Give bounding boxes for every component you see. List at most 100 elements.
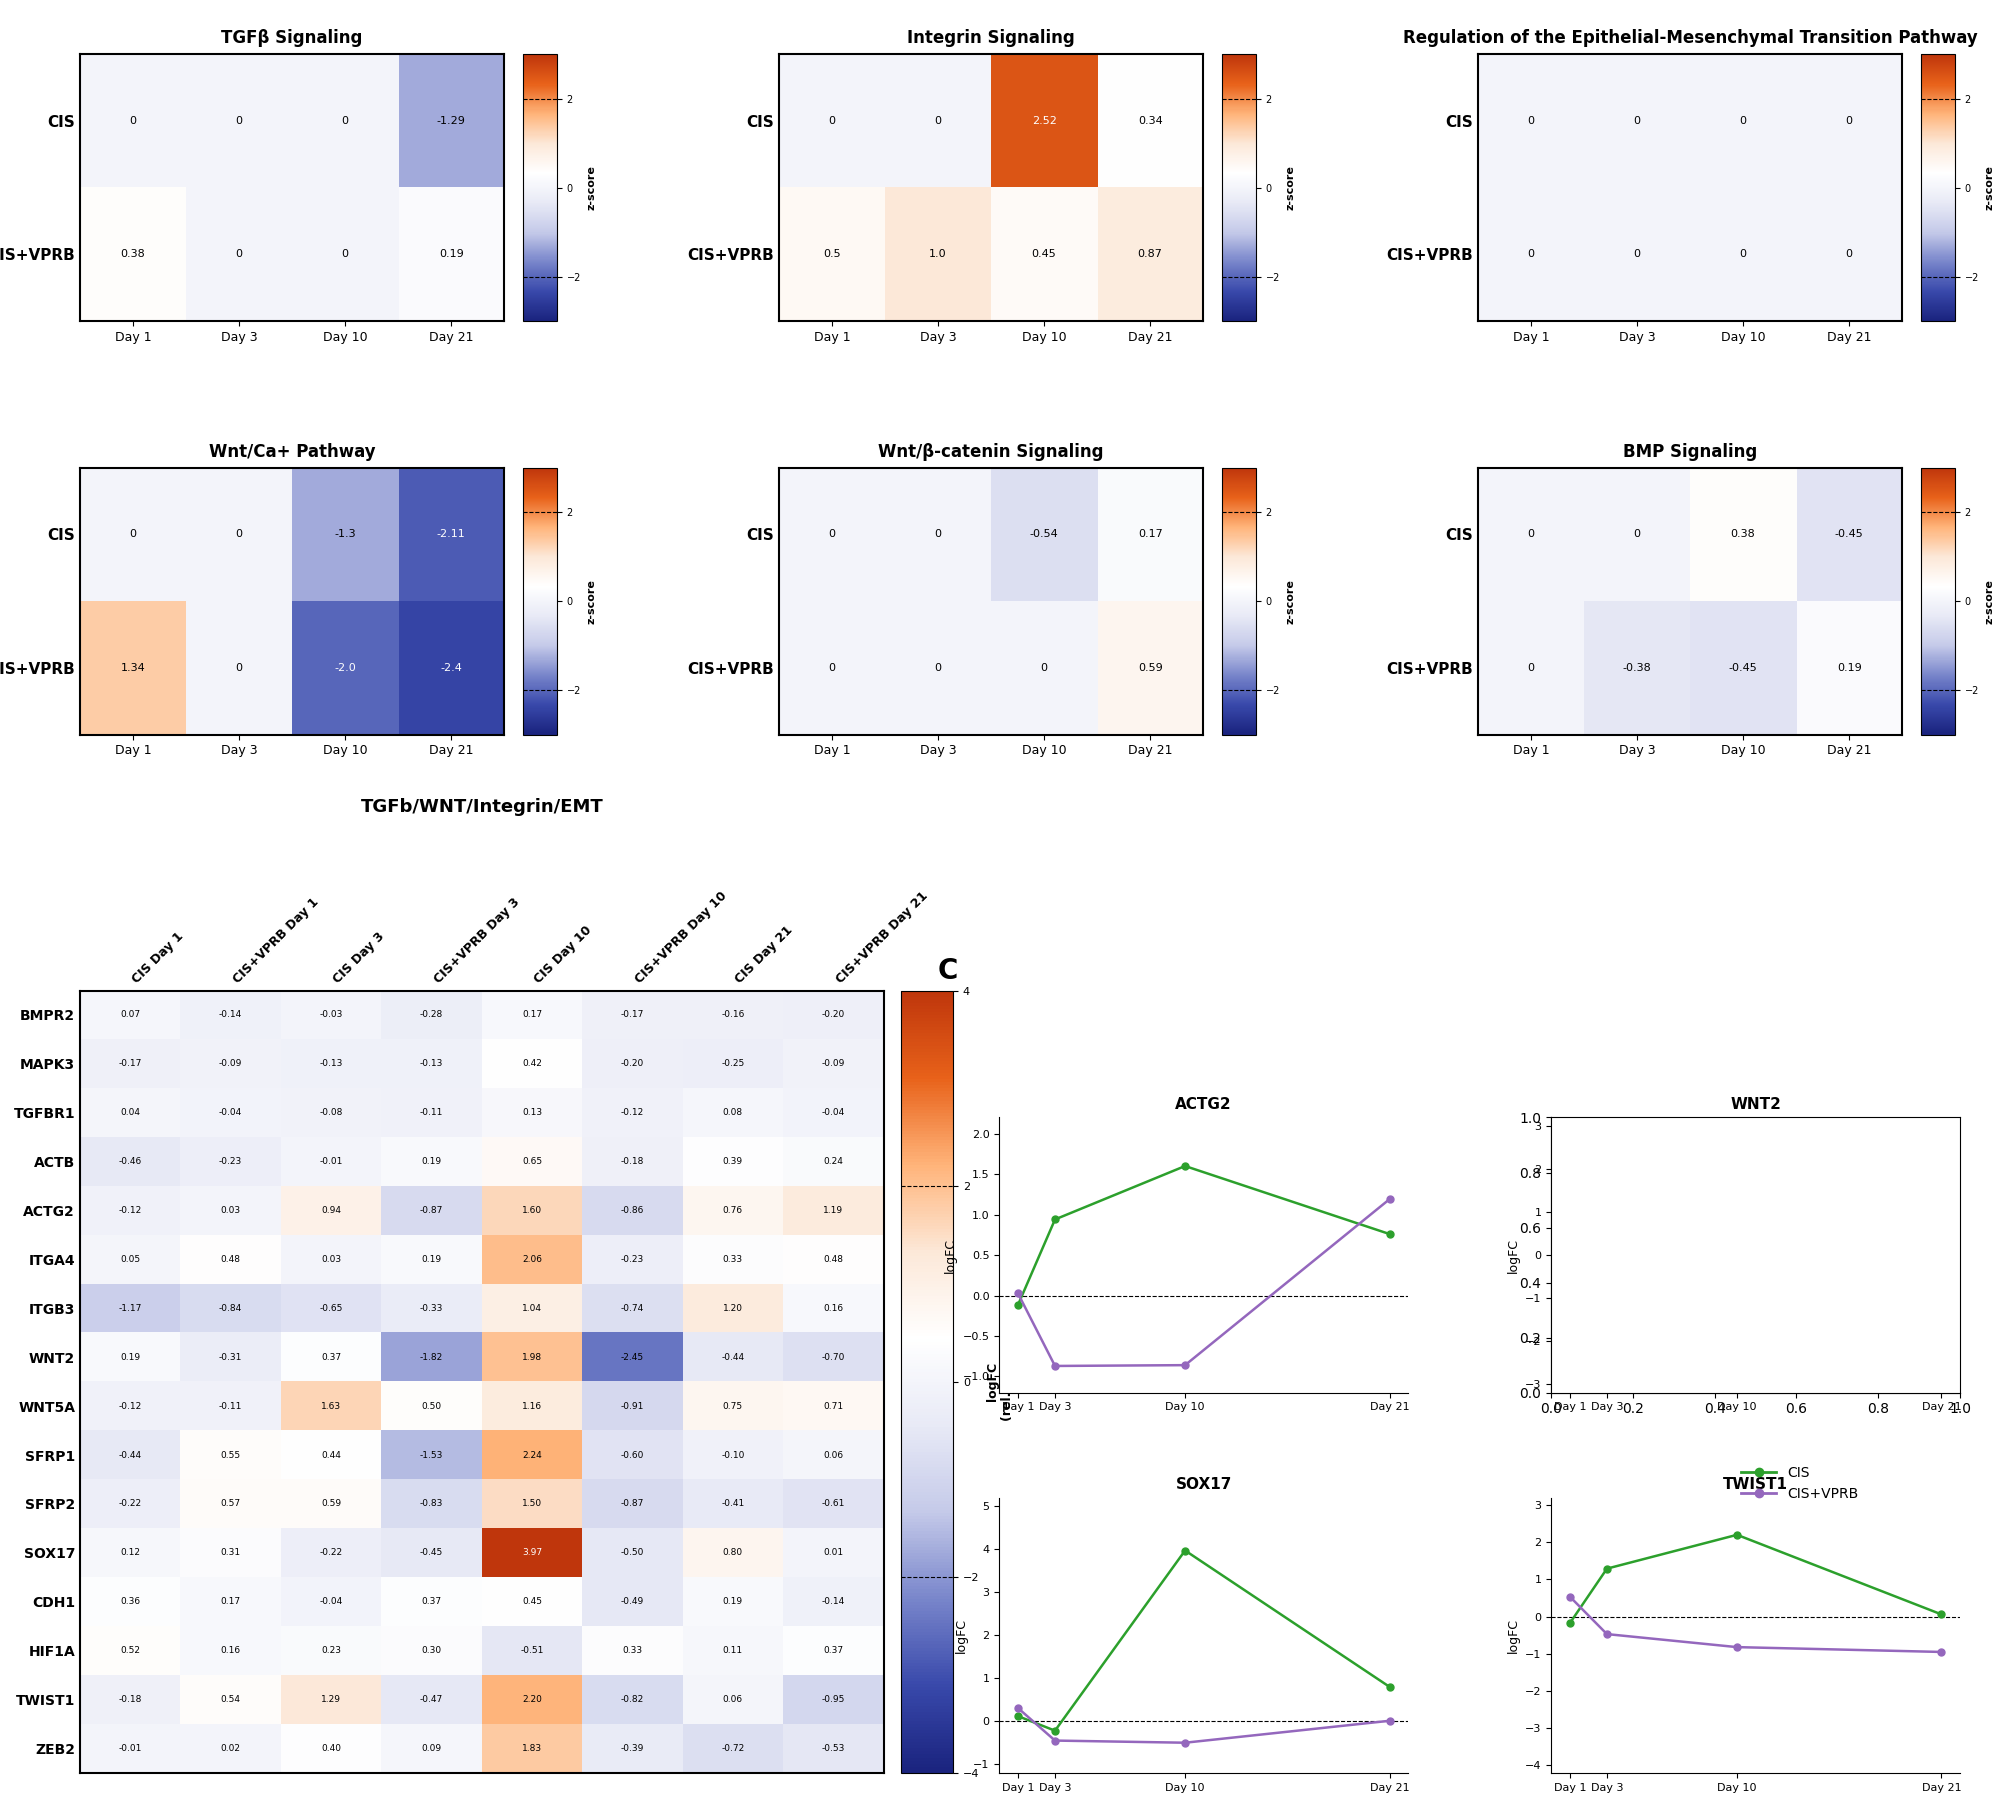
Text: -0.04: -0.04	[220, 1109, 242, 1118]
Text: 0: 0	[1846, 250, 1852, 259]
Text: 0.13: 0.13	[522, 1109, 542, 1118]
Text: -0.82: -0.82	[620, 1695, 644, 1704]
Text: -0.54: -0.54	[1030, 530, 1058, 539]
Text: -0.87: -0.87	[420, 1207, 444, 1216]
Text: 0.76: 0.76	[722, 1207, 742, 1216]
Text: 1.19: 1.19	[824, 1207, 844, 1216]
Text: 0.50: 0.50	[422, 1402, 442, 1411]
Text: -2.45: -2.45	[620, 1353, 644, 1362]
Text: 0.59: 0.59	[1138, 662, 1162, 673]
Text: -0.25: -0.25	[722, 1060, 744, 1069]
Y-axis label: z-score: z-score	[1984, 579, 1994, 624]
Text: 0.37: 0.37	[322, 1353, 342, 1362]
Text: 0.19: 0.19	[722, 1597, 742, 1606]
Text: 0: 0	[236, 662, 242, 673]
Text: 0: 0	[1740, 250, 1746, 259]
Text: -0.49: -0.49	[620, 1597, 644, 1606]
Text: -0.84: -0.84	[220, 1304, 242, 1313]
Text: 0.09: 0.09	[422, 1744, 442, 1753]
Text: -0.04: -0.04	[822, 1109, 844, 1118]
Text: 0: 0	[1528, 116, 1534, 127]
Text: 1.83: 1.83	[522, 1744, 542, 1753]
Text: 0.19: 0.19	[1836, 662, 1862, 673]
Text: -0.08: -0.08	[320, 1109, 342, 1118]
Text: 0.40: 0.40	[322, 1744, 342, 1753]
Text: -2.11: -2.11	[436, 530, 466, 539]
Text: 0.16: 0.16	[220, 1646, 240, 1655]
Text: 1.63: 1.63	[322, 1402, 342, 1411]
Text: -0.14: -0.14	[822, 1597, 844, 1606]
Text: 0.94: 0.94	[322, 1207, 342, 1216]
Text: -0.51: -0.51	[520, 1646, 544, 1655]
Title: SOX17: SOX17	[1176, 1478, 1232, 1492]
Text: -0.14: -0.14	[220, 1011, 242, 1020]
Text: 0.65: 0.65	[522, 1158, 542, 1167]
Title: Regulation of the Epithelial-Mesenchymal Transition Pathway: Regulation of the Epithelial-Mesenchymal…	[1402, 29, 1978, 47]
Y-axis label: z-score: z-score	[1286, 579, 1296, 624]
Text: 2.20: 2.20	[522, 1695, 542, 1704]
Text: -0.33: -0.33	[420, 1304, 444, 1313]
Text: -0.46: -0.46	[118, 1158, 142, 1167]
Title: TGFβ Signaling: TGFβ Signaling	[222, 29, 362, 47]
Text: 0.34: 0.34	[1138, 116, 1162, 127]
Text: 0.33: 0.33	[622, 1646, 642, 1655]
Text: 0.19: 0.19	[422, 1158, 442, 1167]
Text: 0: 0	[828, 530, 836, 539]
Text: 1.60: 1.60	[522, 1207, 542, 1216]
Text: -0.74: -0.74	[620, 1304, 644, 1313]
Text: 1.34: 1.34	[120, 662, 146, 673]
Text: 0.11: 0.11	[722, 1646, 742, 1655]
Title: TGFb/WNT/Integrin/EMT: TGFb/WNT/Integrin/EMT	[360, 798, 604, 816]
Text: 0: 0	[236, 530, 242, 539]
Text: -0.12: -0.12	[118, 1402, 142, 1411]
Text: 0: 0	[828, 662, 836, 673]
Text: 0.19: 0.19	[438, 250, 464, 259]
Text: 3.97: 3.97	[522, 1549, 542, 1558]
Text: -1.82: -1.82	[420, 1353, 444, 1362]
Text: 0.75: 0.75	[722, 1402, 742, 1411]
Text: 0: 0	[1634, 116, 1640, 127]
Text: 0.42: 0.42	[522, 1060, 542, 1069]
Text: 0.5: 0.5	[824, 250, 840, 259]
Title: Integrin Signaling: Integrin Signaling	[908, 29, 1074, 47]
Text: 0: 0	[342, 116, 348, 127]
Text: -0.50: -0.50	[620, 1549, 644, 1558]
Text: 0.45: 0.45	[1032, 250, 1056, 259]
Text: -0.72: -0.72	[722, 1744, 744, 1753]
Text: 0.48: 0.48	[220, 1255, 240, 1264]
Text: -0.31: -0.31	[218, 1353, 242, 1362]
Text: 0: 0	[1634, 530, 1640, 539]
Text: -0.53: -0.53	[822, 1744, 844, 1753]
Text: -0.10: -0.10	[722, 1451, 744, 1460]
Text: 0: 0	[934, 116, 942, 127]
Text: 2.52: 2.52	[1032, 116, 1056, 127]
Text: 0.54: 0.54	[220, 1695, 240, 1704]
Text: -0.45: -0.45	[1728, 662, 1758, 673]
Text: -0.01: -0.01	[320, 1158, 342, 1167]
Text: 0.19: 0.19	[422, 1255, 442, 1264]
Text: -1.29: -1.29	[436, 116, 466, 127]
Text: 0.31: 0.31	[220, 1549, 240, 1558]
Text: 0.45: 0.45	[522, 1597, 542, 1606]
Y-axis label: z-score: z-score	[586, 579, 596, 624]
Text: -0.86: -0.86	[620, 1207, 644, 1216]
Text: 0.03: 0.03	[322, 1255, 342, 1264]
Text: -0.44: -0.44	[118, 1451, 142, 1460]
Text: -1.3: -1.3	[334, 530, 356, 539]
Text: 0.38: 0.38	[120, 250, 146, 259]
Text: 0.48: 0.48	[824, 1255, 844, 1264]
Text: -1.17: -1.17	[118, 1304, 142, 1313]
Text: -0.18: -0.18	[118, 1695, 142, 1704]
Text: 0: 0	[828, 116, 836, 127]
Text: 0.57: 0.57	[220, 1500, 240, 1509]
Text: 0: 0	[1528, 250, 1534, 259]
Text: -0.38: -0.38	[1622, 662, 1652, 673]
Text: -0.11: -0.11	[218, 1402, 242, 1411]
Text: 0.38: 0.38	[1730, 530, 1756, 539]
Text: -0.09: -0.09	[822, 1060, 844, 1069]
Text: 0: 0	[934, 662, 942, 673]
Text: -0.60: -0.60	[620, 1451, 644, 1460]
Text: -0.28: -0.28	[420, 1011, 444, 1020]
Text: -0.13: -0.13	[320, 1060, 342, 1069]
Text: 0.55: 0.55	[220, 1451, 240, 1460]
